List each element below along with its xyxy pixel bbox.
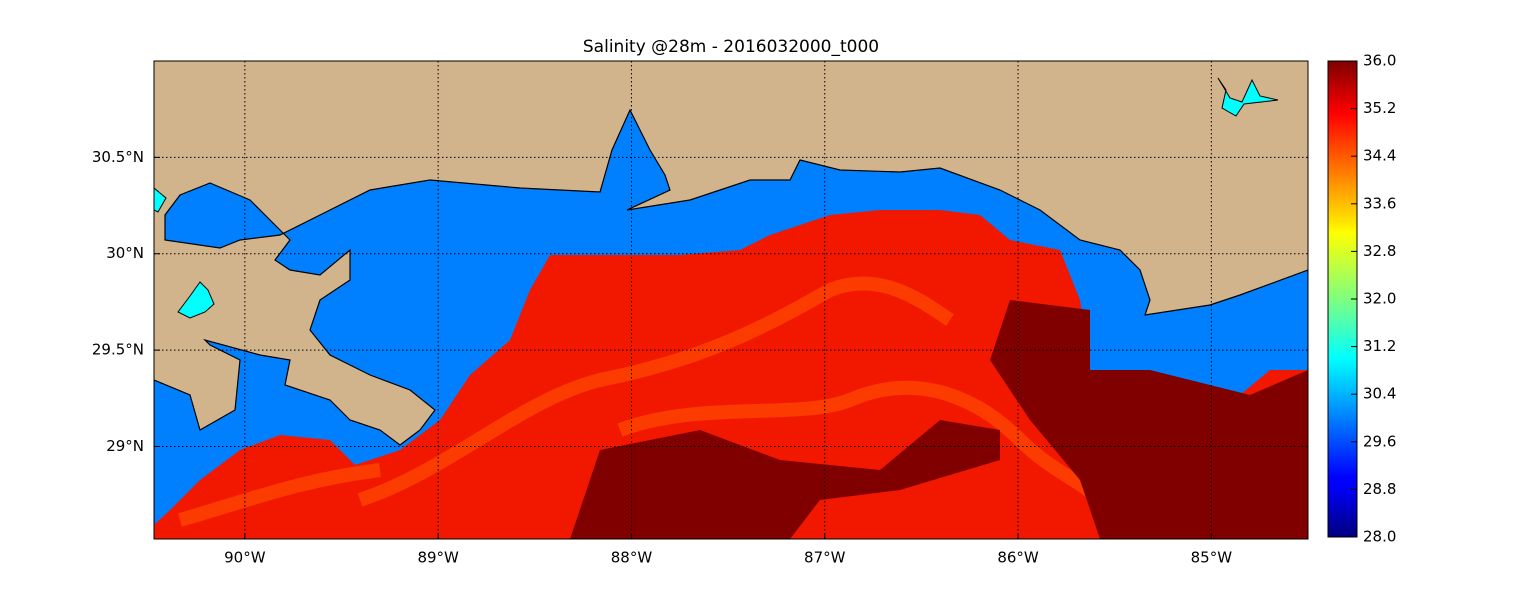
salinity-high [570,420,1000,539]
map-title: Salinity @28m - 2016032000_t000 [583,37,879,57]
colorbar-tick-label: 30.4 [1363,385,1396,403]
x-tick-label: 86°W [997,549,1039,567]
colorbar-tick-label: 35.2 [1363,99,1396,117]
x-tick-label: 88°W [611,549,653,567]
x-tick-label: 90°W [224,549,266,567]
x-tick-label: 87°W [804,549,846,567]
colorbar-tick-label: 34.4 [1363,147,1396,165]
colorbar-tick-label: 29.6 [1363,432,1396,450]
colorbar-tick-label: 28.0 [1363,528,1396,546]
colorbar-tick-label: 36.0 [1363,52,1396,70]
x-tick-label: 85°W [1191,549,1233,567]
lake [154,187,167,213]
salinity-high [990,300,1308,539]
y-tick-label: 29.5°N [92,341,144,359]
colorbar-tick-label: 33.6 [1363,194,1396,212]
colorbar-tick-label: 32.0 [1363,290,1396,308]
map-frame [153,60,1309,540]
y-tick-label: 29°N [106,437,144,455]
map-area [154,61,1308,539]
colorbar-tick-label: 28.8 [1363,480,1396,498]
y-tick-label: 30°N [106,244,144,262]
lake [177,281,215,319]
colorbar-tick-label: 32.8 [1363,242,1396,260]
y-tick-label: 30.5°N [92,148,144,166]
colorbar-tick-label: 31.2 [1363,337,1396,355]
x-tick-label: 89°W [417,549,459,567]
lake [1217,77,1279,117]
salinity-swirl [178,276,1105,527]
